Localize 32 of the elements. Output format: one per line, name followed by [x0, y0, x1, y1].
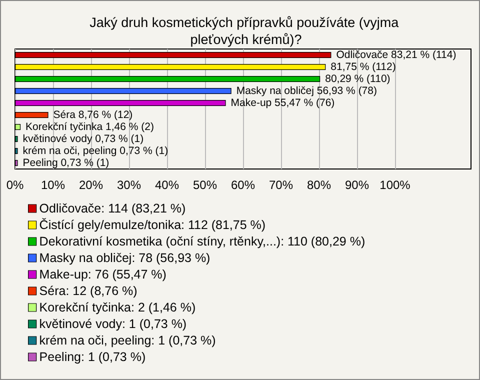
data-label: 81,75 % (112): [330, 61, 396, 73]
data-label: 80,29 % (110): [325, 73, 390, 85]
legend-label: Peeling: 1 (0,73 %): [39, 350, 146, 364]
x-tick-label: 40%: [154, 178, 180, 192]
x-tick-label: 70%: [268, 178, 294, 192]
data-label: Odličovače 83,21 % (114): [336, 49, 456, 61]
x-tick-label: 30%: [116, 178, 142, 192]
data-label: Masky na obličej 56,93 % (78): [236, 85, 377, 97]
data-label: krém na oči, peeling 0,73 % (1): [22, 145, 168, 157]
legend-label: krém na oči, peeling: 1 (0,73 %): [39, 334, 216, 348]
legend-label: Séra: 12 (8,76 %): [39, 284, 138, 298]
chart-title: Jaký druh kosmetických přípravků používáte (vyjma pleťových krémů)?: [90, 15, 402, 47]
legend-label: Make-up: 76 (55,47 %): [39, 268, 166, 282]
x-tick-label: 10%: [40, 178, 66, 192]
legend-label: Dekorativní kosmetika (oční stíny, rtěnky,...): 110 (80,29 %): [39, 234, 366, 248]
x-tick-label: 20%: [78, 178, 104, 192]
x-tick-label: 50%: [192, 178, 218, 192]
x-tick-label: 80%: [306, 178, 332, 192]
legend-label: Korekční tyčinka: 2 (1,46 %): [39, 300, 196, 314]
legend-label: Čistící gely/emulze/tonika: 112 (81,75 %): [39, 218, 266, 232]
x-tick-label: 90%: [344, 178, 370, 192]
data-label: Peeling 0,73 % (1): [22, 157, 110, 169]
x-tick-label: 60%: [230, 178, 256, 192]
data-label: květinové vody 0,73 % (1): [22, 133, 144, 145]
legend-label: květinové vody: 1 (0,73 %): [39, 317, 187, 331]
legend-label: Masky na obličej: 78 (56,93 %): [39, 251, 210, 265]
data-label: Korekční tyčinka 1,46 % (2): [26, 121, 154, 133]
data-label: Séra 8,76 % (12): [53, 109, 133, 121]
x-tick-label: 100%: [380, 178, 411, 192]
x-tick-label: 0%: [6, 178, 24, 192]
data-label: Make-up 55,47 % (76): [230, 97, 335, 109]
legend-label: Odličovače: 114 (83,21 %): [39, 202, 186, 216]
